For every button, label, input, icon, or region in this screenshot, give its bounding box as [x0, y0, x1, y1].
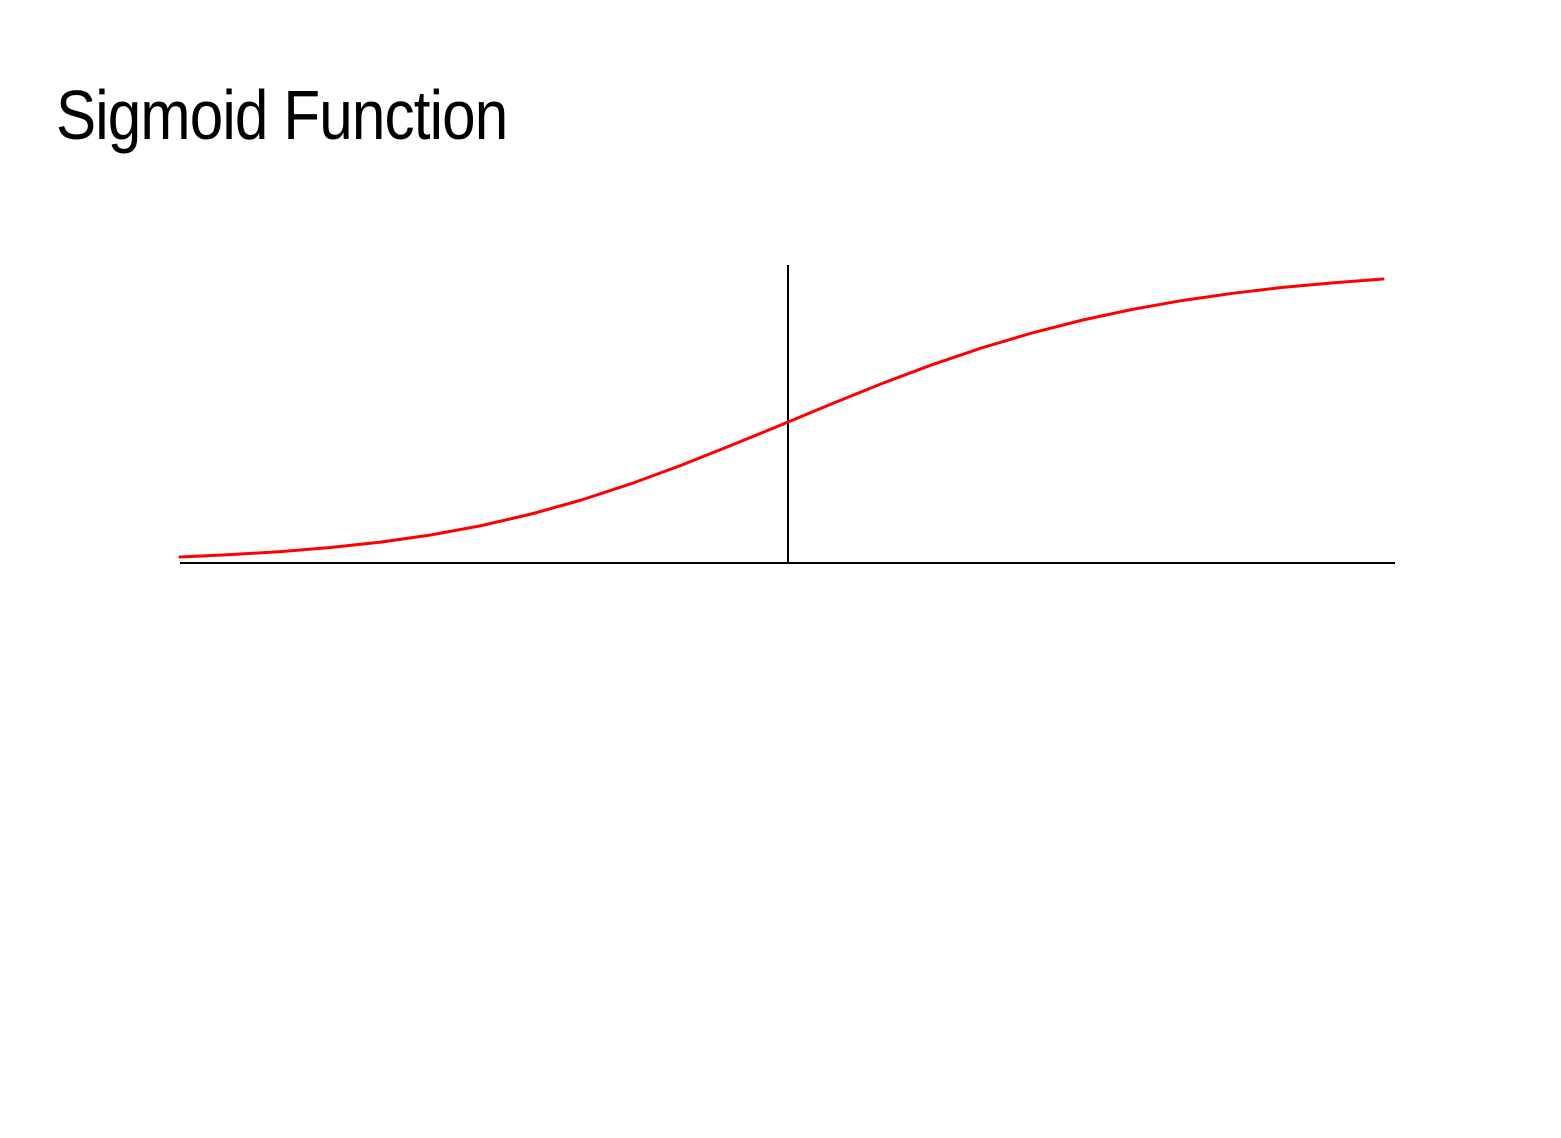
chart-axes	[180, 265, 1395, 564]
chart-plot-area	[178, 277, 1385, 559]
slide-title: Sigmoid Function	[56, 76, 508, 154]
sigmoid-curve-line	[178, 277, 1385, 559]
